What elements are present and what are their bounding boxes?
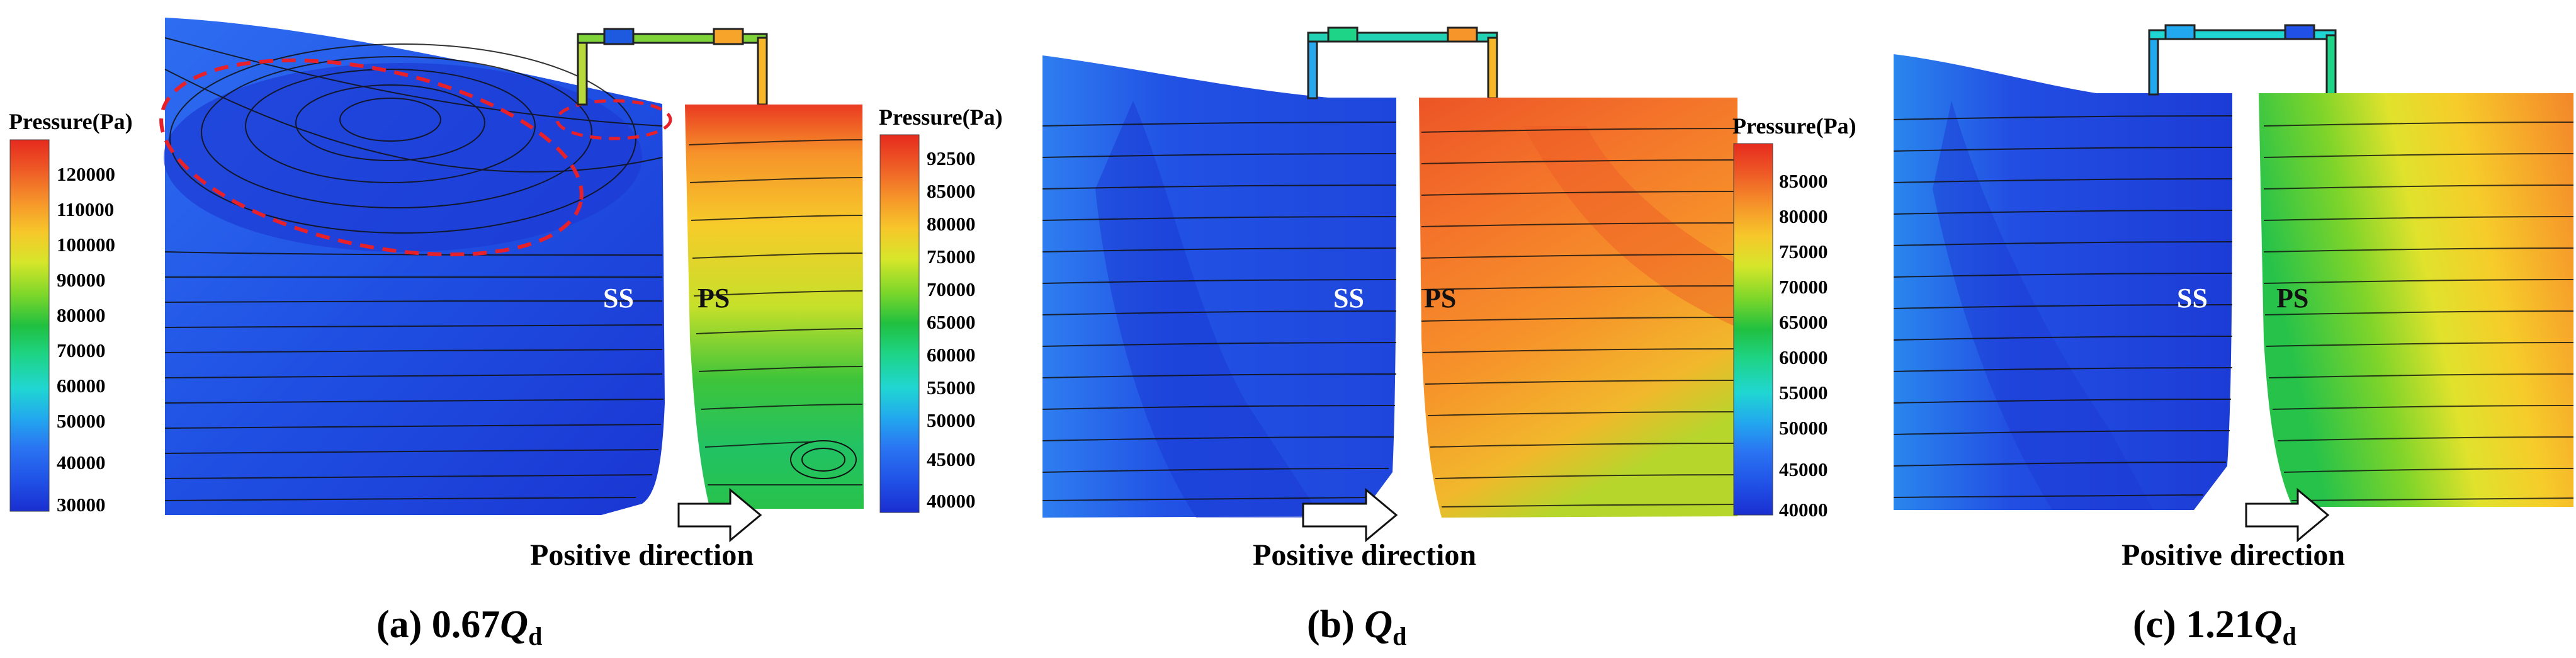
tip-clearance-channel [2148,24,2337,96]
colorbar-tick: 85000 [1779,170,1828,192]
colorbar-tick: 92500 [927,147,976,169]
colorbar-tick: 70000 [1779,276,1828,298]
ss-label: SS [1333,283,1364,314]
panel-caption: (c) 1.21Qd [2133,603,2296,650]
colorbar-tick: 50000 [57,410,106,432]
ps-streamlines [1421,128,1738,508]
ps-vortex [790,440,857,479]
ss-streamlines [164,37,664,501]
ss-streamlines [1893,115,2233,498]
colorbar-tick: 85000 [927,180,976,202]
colorbar-ticks: 120000 110000 100000 90000 80000 70000 6… [57,163,115,516]
vortex-core-region [164,63,642,252]
panel-c: Pressure(Pa) 85000 80000 75000 70000 650… [1732,24,2574,650]
colorbar-tick: 30000 [57,494,106,516]
ss-streamlines [1042,122,1397,501]
colorbar-ramp [1733,143,1773,516]
colorbar-tick: 45000 [927,448,976,470]
ps-label: PS [1424,283,1456,314]
ps-streamlines [2263,122,2574,501]
positive-direction-arrow [1302,487,1398,543]
colorbar-ramp [879,134,920,513]
colorbar-tick: 120000 [57,163,115,185]
colorbar-tick: 90000 [57,269,106,291]
colorbar-title: Pressure(Pa) [9,109,133,134]
colorbar-tick: 75000 [927,246,976,268]
colorbar-ticks: 92500 85000 80000 75000 70000 65000 6000… [927,147,976,512]
panel-b: Pressure(Pa) 92500 85000 80000 75000 700… [879,26,1738,650]
colorbar-tick: 45000 [1779,458,1828,480]
colorbar-tick: 40000 [1779,499,1828,521]
ss-label: SS [603,283,634,314]
colorbar-tick: 50000 [927,409,976,431]
colorbar-ticks: 85000 80000 75000 70000 65000 60000 5500… [1779,170,1828,521]
colorbar-tick: 65000 [927,311,976,333]
panel-caption: (a) 0.67Qd [376,603,542,650]
arrow-label: Positive direction [2121,538,2345,572]
tip-clearance-channel [1307,26,1498,99]
colorbar-tick: 75000 [1779,241,1828,263]
colorbar-ramp [9,139,50,512]
colorbar-title: Pressure(Pa) [1732,113,1856,139]
colorbar-tick: 60000 [1779,346,1828,368]
vortex-marker-large [159,58,584,257]
colorbar-tick: 40000 [927,490,976,512]
colorbar-title: Pressure(Pa) [879,105,1003,130]
colorbar-tick: 100000 [57,234,115,256]
colorbar-tick: 80000 [1779,205,1828,227]
colorbar-tick: 80000 [57,304,106,326]
ss-low-pressure-band [1095,101,1322,518]
colorbar-tick: 110000 [57,198,114,220]
panel-a: Pressure(Pa) 120000 110000 100000 90000 … [9,18,864,650]
colorbar-tick: 70000 [57,339,106,361]
colorbar-tick: 55000 [1779,382,1828,404]
panel-caption: (b) Qd [1307,603,1406,650]
colorbar-tick: 40000 [57,451,106,474]
colorbar-tick: 65000 [1779,311,1828,333]
colorbar-tick: 60000 [927,344,976,366]
colorbar-tick: 50000 [1779,417,1828,439]
ss-label: SS [2177,283,2208,314]
positive-direction-arrow [2245,487,2330,543]
colorbar-tick: 60000 [57,375,106,397]
vortex-marker-tip [555,99,672,140]
colorbar-tick: 80000 [927,213,976,235]
colorbar-tick: 55000 [927,377,976,399]
pressure-side-region [2259,93,2573,507]
suction-side-region [1894,54,2232,510]
arrow-label: Positive direction [530,538,754,572]
ps-label: PS [2276,283,2308,314]
arrow-label: Positive direction [1253,538,1476,572]
colorbar-tick: 70000 [927,278,976,300]
ss-low-pressure-band [1933,101,2153,510]
ps-streamlines [688,139,863,485]
tip-clearance-channel [577,28,768,106]
ps-label: PS [698,283,730,314]
positive-direction-arrow [677,487,762,543]
